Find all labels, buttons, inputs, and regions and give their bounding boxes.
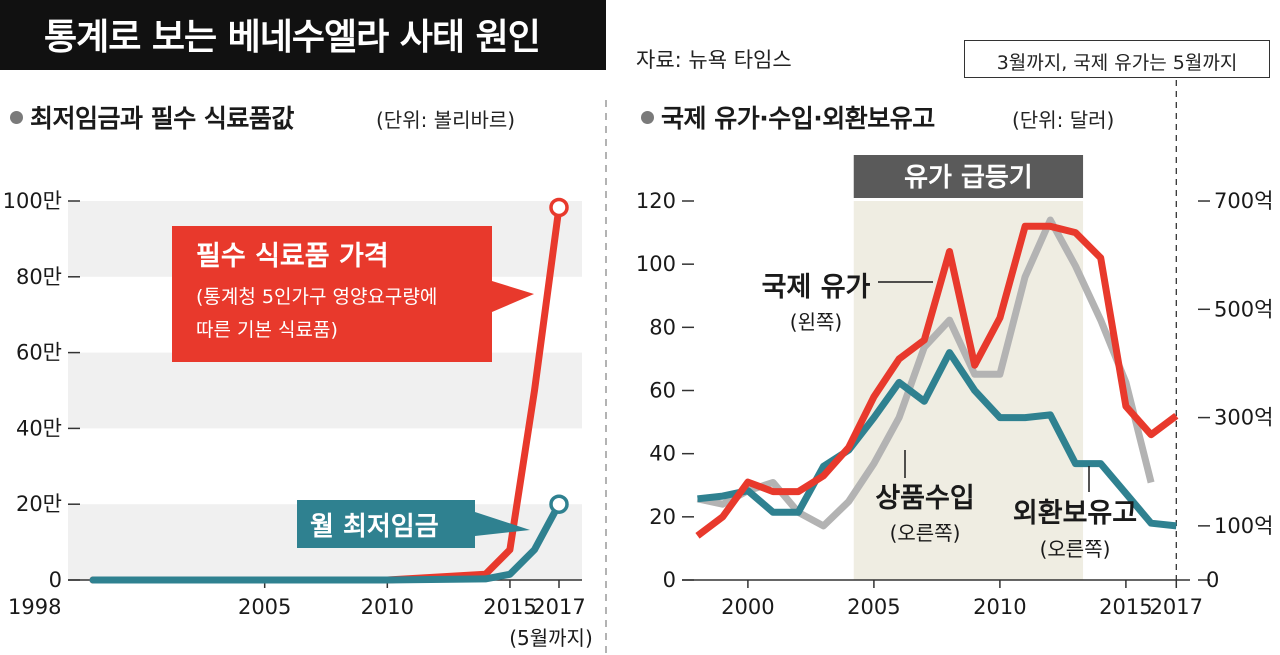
wage-label-text: 월 최저임금 xyxy=(310,512,439,542)
boom-period-label-box xyxy=(853,155,1084,198)
reserves-line xyxy=(697,349,1177,530)
y-tick-label: 40만 xyxy=(16,416,62,440)
x-tick-label: 2017 xyxy=(532,595,585,619)
y-tick-label: 100만 xyxy=(3,189,62,213)
x-tick-label: 2005 xyxy=(238,595,291,619)
grid-band xyxy=(68,352,582,429)
y-left-tick-label: 40 xyxy=(649,442,676,466)
y-left-tick-label: 60 xyxy=(649,379,676,403)
reserves-axis-note: (오른쪽) xyxy=(1040,537,1111,561)
food-label-title: 필수 식료품 가격 xyxy=(196,241,389,272)
oil-price-label: 국제 유가 xyxy=(762,272,871,303)
boom-period-label: 유가 급등기 xyxy=(904,163,1033,193)
y-right-tick-label: 500억 xyxy=(1214,297,1273,321)
food-label-pointer xyxy=(492,281,534,312)
y-left-tick-label: 80 xyxy=(649,315,676,339)
food-label-box xyxy=(172,226,492,362)
oil-price-axis-note: (왼쪽) xyxy=(790,310,842,334)
food-price-endpoint xyxy=(549,197,569,218)
left-section-bullet-icon xyxy=(10,111,23,124)
y-tick-label: 80만 xyxy=(16,265,62,289)
x-tick-label: 2017 xyxy=(1150,595,1203,619)
food-label-line2: 따른 기본 식료품) xyxy=(196,319,338,341)
y-right-tick-label: 100억 xyxy=(1214,514,1273,538)
x-tick-label: 1998 xyxy=(8,595,61,619)
reserves-label: 외환보유고 xyxy=(1013,498,1137,529)
y-right-tick-label: 700억 xyxy=(1214,189,1273,213)
imports-label: 상품수입 xyxy=(875,483,974,514)
x-axis-note: (5월까지) xyxy=(509,626,593,650)
title-bar: 통계로 보는 베네수엘라 사태 원인 xyxy=(0,0,606,70)
wage-label-pointer xyxy=(475,512,530,536)
right-section-bullet-icon xyxy=(641,111,654,124)
y-tick-label: 20만 xyxy=(16,492,62,516)
y-tick-label: 60만 xyxy=(16,341,62,365)
date-note-box: 3월까지, 국제 유가는 5월까지 xyxy=(964,40,1270,78)
x-tick-label: 2010 xyxy=(361,595,414,619)
y-tick-label: 0 xyxy=(49,568,62,592)
y-left-tick-label: 100 xyxy=(636,252,676,276)
x-tick-label: 2015 xyxy=(483,595,536,619)
min-wage-endpoint xyxy=(549,494,569,514)
x-tick-label: 2000 xyxy=(721,595,774,619)
y-left-tick-label: 0 xyxy=(663,568,676,592)
left-chart-title: 최저임금과 필수 식료품값 xyxy=(30,104,294,133)
imports-axis-note: (오른쪽) xyxy=(890,521,961,545)
source-note: 자료: 뉴욕 타임스 xyxy=(636,48,792,72)
imports-line xyxy=(696,216,1155,530)
y-right-tick-label: 300억 xyxy=(1214,406,1273,430)
date-note-text: 3월까지, 국제 유가는 5월까지 xyxy=(996,52,1238,74)
y-left-tick-label: 120 xyxy=(636,189,676,213)
wage-label-box xyxy=(297,500,475,548)
x-tick-label: 2010 xyxy=(973,595,1026,619)
food-label-line1: (통계청 5인가구 영양요구량에 xyxy=(196,286,437,308)
min-wage-line xyxy=(89,500,563,584)
y-right-tick-label: 0 xyxy=(1206,568,1219,592)
y-left-tick-label: 20 xyxy=(649,505,676,529)
right-chart-title: 국제 유가·수입·외환보유고 xyxy=(661,104,935,133)
left-chart-unit: (단위: 볼리바르) xyxy=(376,108,516,132)
x-tick-label: 2015 xyxy=(1099,595,1152,619)
right-chart-unit: (단위: 달러) xyxy=(1012,108,1115,132)
page-title: 통계로 보는 베네수엘라 사태 원인 xyxy=(44,17,541,58)
x-tick-label: 2005 xyxy=(847,595,900,619)
oil-price-line xyxy=(695,222,1179,539)
